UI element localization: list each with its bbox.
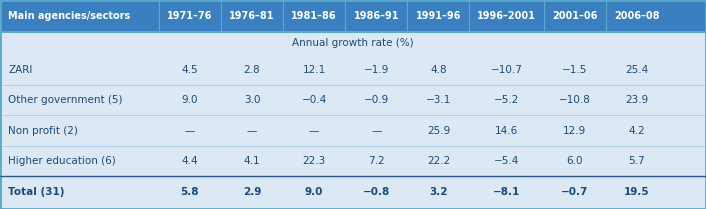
Text: 4.4: 4.4 <box>181 156 198 166</box>
Text: 5.7: 5.7 <box>628 156 645 166</box>
Text: 14.6: 14.6 <box>495 126 518 136</box>
Text: 4.1: 4.1 <box>244 156 261 166</box>
Text: −1.5: −1.5 <box>562 65 587 75</box>
Text: —: — <box>309 126 319 136</box>
Text: 9.0: 9.0 <box>181 95 198 105</box>
Text: 22.3: 22.3 <box>303 156 325 166</box>
Text: 1996–2001: 1996–2001 <box>477 11 536 21</box>
Text: 2.8: 2.8 <box>244 65 261 75</box>
Text: Total (31): Total (31) <box>8 187 65 197</box>
Text: 4.2: 4.2 <box>628 126 645 136</box>
Text: 5.8: 5.8 <box>181 187 199 197</box>
Text: Higher education (6): Higher education (6) <box>8 156 116 166</box>
Text: —: — <box>247 126 257 136</box>
Text: −5.2: −5.2 <box>494 95 519 105</box>
Text: 7.2: 7.2 <box>368 156 385 166</box>
Text: Other government (5): Other government (5) <box>8 95 123 105</box>
Text: 12.9: 12.9 <box>563 126 586 136</box>
Text: 2006–08: 2006–08 <box>614 11 659 21</box>
Text: 1986–91: 1986–91 <box>354 11 399 21</box>
Text: 6.0: 6.0 <box>566 156 583 166</box>
Text: Main agencies/sectors: Main agencies/sectors <box>8 11 131 21</box>
Text: 3.2: 3.2 <box>429 187 448 197</box>
Text: 1991–96: 1991–96 <box>416 11 461 21</box>
Text: 2.9: 2.9 <box>243 187 261 197</box>
Text: 25.9: 25.9 <box>427 126 450 136</box>
Text: 22.2: 22.2 <box>427 156 450 166</box>
Text: Non profit (2): Non profit (2) <box>8 126 78 136</box>
Text: −10.7: −10.7 <box>491 65 522 75</box>
Text: —: — <box>371 126 381 136</box>
Text: −0.7: −0.7 <box>561 187 588 197</box>
Text: 12.1: 12.1 <box>303 65 325 75</box>
Text: −0.4: −0.4 <box>301 95 327 105</box>
Text: −3.1: −3.1 <box>426 95 451 105</box>
Text: 1976–81: 1976–81 <box>229 11 275 21</box>
Text: 3.0: 3.0 <box>244 95 261 105</box>
Text: 25.4: 25.4 <box>626 65 648 75</box>
Text: 1981–86: 1981–86 <box>292 11 337 21</box>
Text: 4.5: 4.5 <box>181 65 198 75</box>
Text: 23.9: 23.9 <box>626 95 648 105</box>
Text: −5.4: −5.4 <box>494 156 519 166</box>
Text: 1971–76: 1971–76 <box>167 11 213 21</box>
Text: 19.5: 19.5 <box>624 187 650 197</box>
FancyBboxPatch shape <box>0 0 706 32</box>
Text: −10.8: −10.8 <box>558 95 591 105</box>
Text: −1.9: −1.9 <box>364 65 389 75</box>
Text: 2001–06: 2001–06 <box>552 11 597 21</box>
Text: —: — <box>185 126 195 136</box>
Text: 4.8: 4.8 <box>430 65 447 75</box>
FancyBboxPatch shape <box>0 32 706 209</box>
Text: Annual growth rate (%): Annual growth rate (%) <box>292 38 414 48</box>
Text: −0.8: −0.8 <box>363 187 390 197</box>
Text: −0.9: −0.9 <box>364 95 389 105</box>
Text: 9.0: 9.0 <box>305 187 323 197</box>
Text: ZARI: ZARI <box>8 65 33 75</box>
Text: −8.1: −8.1 <box>493 187 520 197</box>
